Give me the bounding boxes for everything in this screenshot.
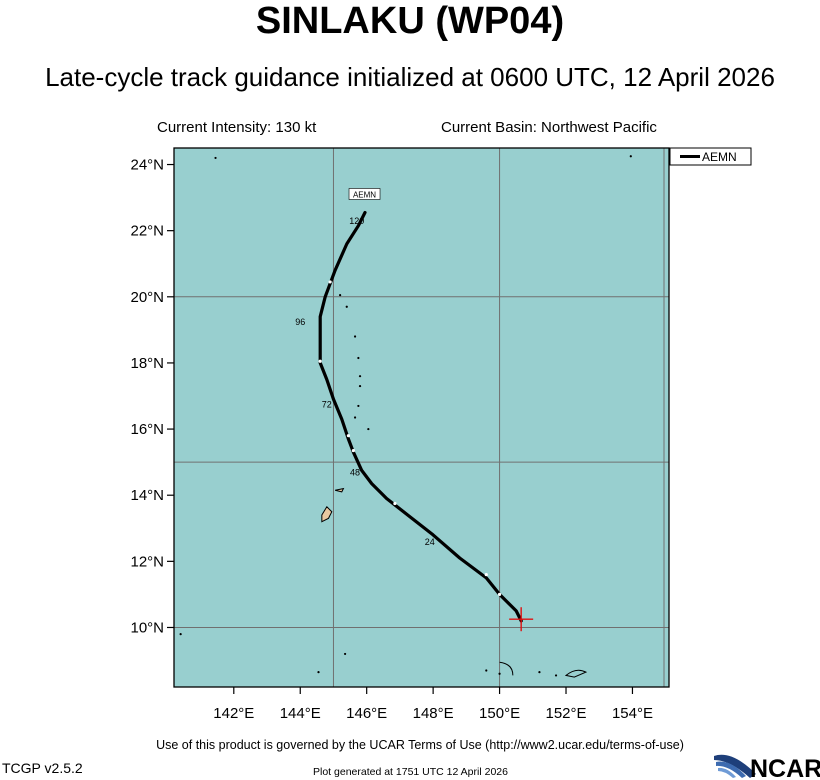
lon-tick-label: 152°E xyxy=(545,705,586,722)
track-interval-mark xyxy=(497,592,502,597)
island-dot xyxy=(353,416,357,419)
ncar-logo-text: NCAR xyxy=(750,755,820,780)
island-dot xyxy=(214,156,217,160)
current-intensity: Current Intensity: 130 kt xyxy=(157,119,317,136)
track-interval-mark xyxy=(346,434,351,438)
track-legend: AEMN xyxy=(669,147,752,166)
island-dot xyxy=(339,294,342,297)
map-subtitle: Late-cycle track guidance initialized at… xyxy=(45,62,775,92)
rota-island xyxy=(335,487,345,493)
lon-tick-label: 144°E xyxy=(280,705,321,722)
lat-tick-label: 22°N xyxy=(130,223,164,240)
track-interval-mark xyxy=(318,359,322,363)
lat-tick-label: 20°N xyxy=(130,289,164,306)
island-dot xyxy=(357,404,360,408)
island-dot xyxy=(179,632,182,636)
island-dot xyxy=(343,652,347,656)
map-frame xyxy=(173,147,670,688)
island-dot xyxy=(498,672,501,675)
island-dot xyxy=(317,671,320,674)
chuuk-atoll xyxy=(499,661,514,676)
lat-tick-label: 12°N xyxy=(130,553,164,570)
lat-tick-label: 14°N xyxy=(130,487,164,504)
current-basin: Current Basin: Northwest Pacific xyxy=(441,119,657,136)
island-dot xyxy=(353,335,357,338)
lon-tick-label: 146°E xyxy=(346,705,387,722)
lat-tick-label: 24°N xyxy=(130,157,164,174)
plot-area: 24 48 72 96 120 AEMN xyxy=(174,148,669,687)
lat-tick-label: 18°N xyxy=(130,355,164,372)
lon-tick-label: 154°E xyxy=(612,705,653,722)
forecast-hour-label: 72 xyxy=(322,400,332,410)
island-dot xyxy=(629,155,632,158)
lat-tick-label: 16°N xyxy=(130,421,164,438)
generated-timestamp: Plot generated at 1751 UTC 12 April 2026 xyxy=(313,766,508,778)
atoll-outline xyxy=(564,669,588,678)
track-interval-mark xyxy=(328,280,332,284)
map-title: SINLAKU (WP04) xyxy=(255,0,565,42)
map-axes: 24°N 22°N 20°N 18°N 16°N 14°N 12°N 10°N 142°E 144… xyxy=(130,147,670,722)
ncar-logo: NCAR xyxy=(714,754,820,780)
model-label-box xyxy=(348,188,381,200)
lon-tick-label: 148°E xyxy=(413,705,454,722)
forecast-hour-label: 48 xyxy=(350,467,360,477)
forecast-hour-label: 96 xyxy=(295,317,305,327)
lon-tick-label: 142°E xyxy=(213,705,254,722)
track-interval-mark xyxy=(484,572,488,577)
legend-box xyxy=(669,147,752,166)
forecast-hour-label: 120 xyxy=(349,216,364,226)
lat-tick-label: 10°N xyxy=(130,619,164,636)
ncar-swoosh-icon xyxy=(714,754,756,778)
island-dot xyxy=(485,669,488,672)
island-dot xyxy=(358,375,362,378)
terms-of-use: Use of this product is governed by the U… xyxy=(156,738,684,752)
version-label: TCGP v2.5.2 xyxy=(2,760,83,776)
island-dot xyxy=(538,671,541,674)
island-dot xyxy=(367,427,370,431)
island-dot xyxy=(345,305,348,308)
island-dot xyxy=(554,674,558,677)
lon-tick-label: 150°E xyxy=(479,705,520,722)
forecast-track-line xyxy=(318,210,523,623)
island-dot xyxy=(357,356,360,360)
island-dot xyxy=(358,384,362,388)
track-interval-mark xyxy=(351,448,355,453)
track-interval-mark xyxy=(393,501,397,506)
legend-label: AEMN xyxy=(702,150,737,164)
forecast-hour-label: 24 xyxy=(425,537,435,547)
ocean-background xyxy=(174,148,669,687)
guam-island xyxy=(321,505,333,523)
model-end-label: AEMN xyxy=(353,190,376,199)
